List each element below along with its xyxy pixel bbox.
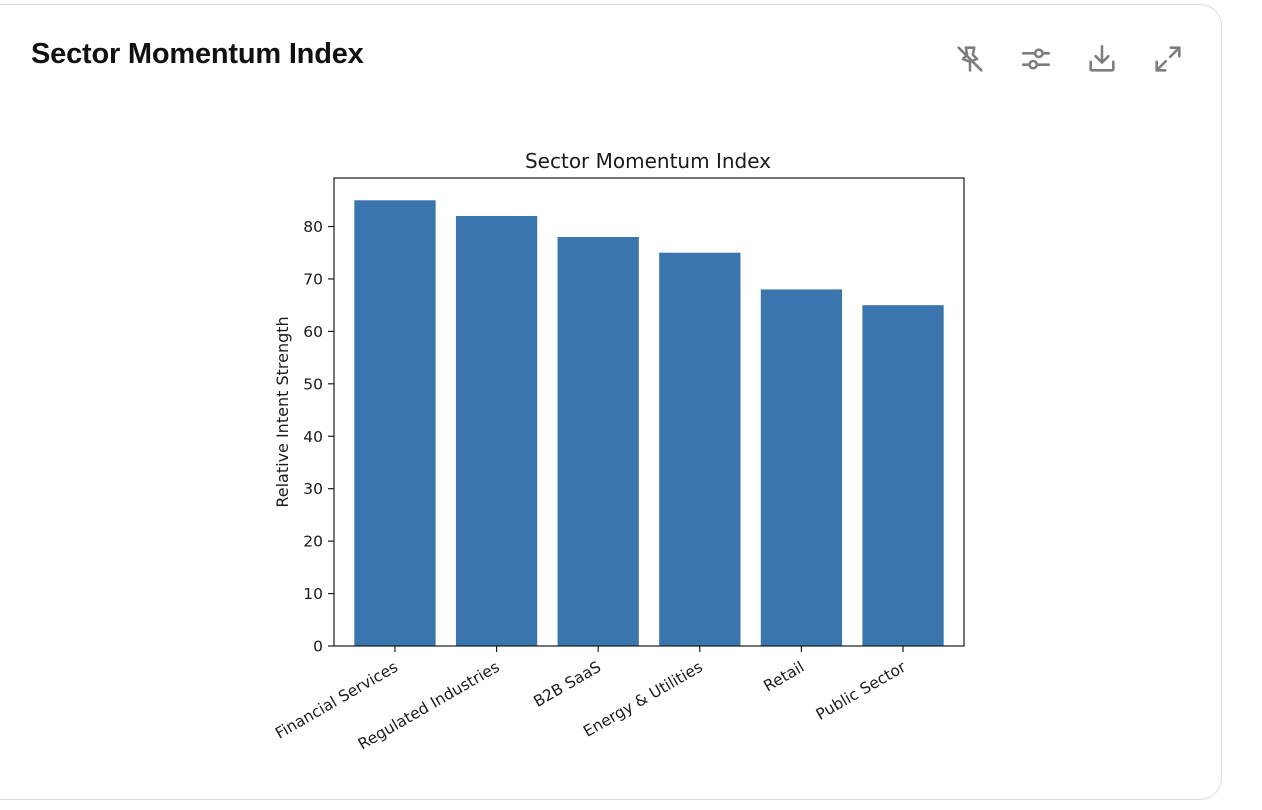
filter-settings-button[interactable] (1016, 39, 1056, 79)
bar-series (354, 200, 944, 646)
expand-button[interactable] (1148, 39, 1188, 79)
y-axis-label: Relative Intent Strength (273, 316, 292, 507)
bar-regulated-industries (455, 216, 538, 646)
chart-area: Sector Momentum Index Relative Intent St… (240, 135, 1000, 785)
x-tick-label: Retail (760, 658, 807, 695)
chart-title: Sector Momentum Index (525, 149, 771, 173)
bar-retail (760, 289, 843, 646)
y-tick-label: 40 (303, 428, 323, 446)
x-tick-label: B2B SaaS (530, 658, 604, 711)
y-axis: 0 10 20 30 40 50 60 70 80 (303, 218, 334, 656)
panel-title: Sector Momentum Index (31, 38, 364, 70)
download-button[interactable] (1082, 39, 1122, 79)
y-tick-label: 70 (303, 270, 323, 288)
bar-b2b-saas (557, 236, 639, 646)
bar-energy-utilities (659, 252, 741, 646)
y-tick-label: 30 (303, 480, 323, 498)
plot-frame (333, 177, 965, 647)
y-tick-label: 0 (313, 638, 323, 656)
unpin-button[interactable] (950, 39, 990, 79)
download-icon (1089, 44, 1115, 72)
chart-toolbar (950, 39, 1188, 79)
pin-off-icon (957, 46, 983, 72)
y-tick-label: 60 (303, 323, 323, 341)
bar-chart: Sector Momentum Index Relative Intent St… (272, 149, 965, 753)
y-tick-label: 20 (303, 533, 323, 551)
bar-financial-services (354, 200, 436, 646)
sliders-icon (1021, 48, 1051, 70)
y-tick-label: 80 (303, 218, 323, 236)
x-tick-label: Public Sector (813, 658, 910, 724)
y-tick-label: 10 (303, 585, 323, 603)
y-tick-label: 50 (303, 375, 323, 393)
chart-card: Sector Momentum Index (0, 4, 1222, 800)
bar-public-sector (862, 305, 944, 646)
expand-icon (1155, 46, 1181, 72)
